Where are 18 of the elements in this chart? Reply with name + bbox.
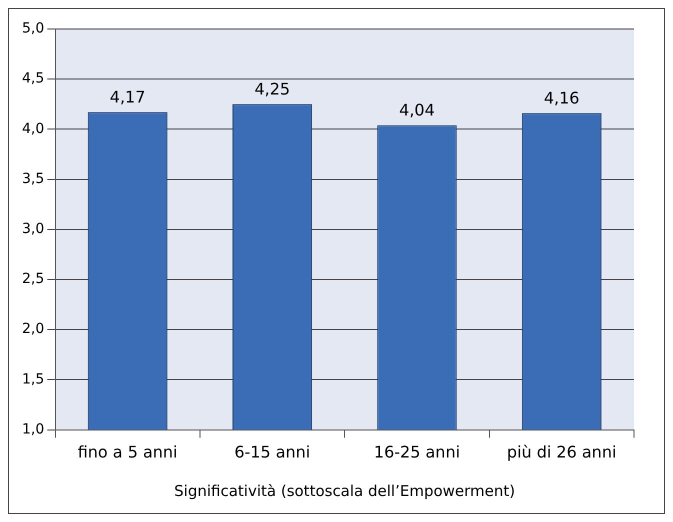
y-tick-label: 1,5: [22, 371, 44, 388]
y-tick-label: 2,5: [22, 271, 44, 288]
x-tick-label: più di 26 anni: [506, 442, 616, 462]
data-label: 4,17: [110, 87, 146, 106]
x-axis-title: Significatività (sottoscala dell’Empowerment): [174, 482, 516, 500]
y-tick-label: 4,0: [22, 120, 44, 137]
x-tick-label: 16-25 anni: [374, 442, 460, 462]
y-tick-label: 5,0: [22, 20, 44, 37]
y-tick-label: 1,0: [22, 421, 44, 438]
y-tick-label: 3,5: [22, 170, 44, 187]
y-tick-label: 2,0: [22, 321, 44, 338]
x-tick-label: fino a 5 anni: [78, 442, 178, 462]
y-tick-label: 4,5: [22, 70, 44, 87]
data-label: 4,04: [399, 100, 435, 120]
y-tick-label: 3,0: [22, 221, 44, 238]
x-tick-label: 6-15 anni: [234, 442, 310, 462]
data-label: 4,25: [254, 79, 290, 98]
data-label: 4,16: [544, 88, 580, 108]
